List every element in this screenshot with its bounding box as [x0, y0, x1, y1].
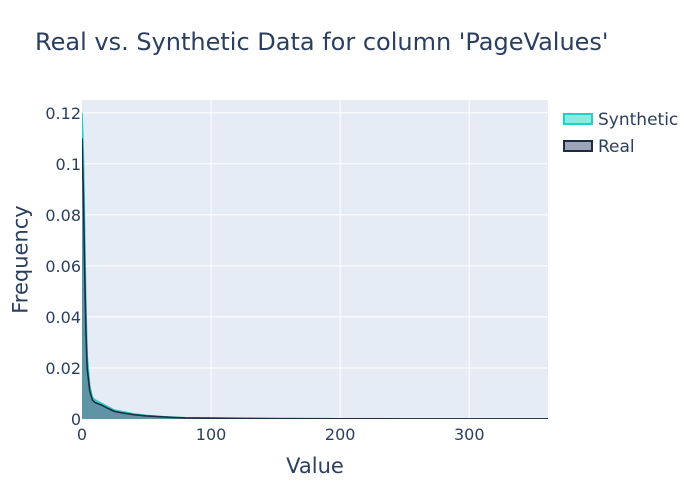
y-tick-label: 0.02 [45, 359, 81, 378]
y-axis-ticks: 0 0.02 0.04 0.06 0.08 0.1 0.12 [45, 104, 81, 429]
plot-area [82, 100, 548, 419]
y-tick-label: 0.1 [56, 155, 81, 174]
chart-title: Real vs. Synthetic Data for column 'Page… [35, 28, 609, 56]
legend-swatch-synthetic [563, 113, 593, 125]
series-line-real [82, 138, 548, 419]
legend-label-real: Real [598, 137, 635, 157]
x-tick-label: 200 [325, 425, 356, 444]
legend-label-synthetic: Synthetic [598, 110, 678, 130]
x-tick-label: 0 [77, 425, 87, 444]
x-axis-label: Value [286, 454, 344, 478]
legend-item-real[interactable]: Real [563, 137, 635, 157]
legend-item-synthetic[interactable]: Synthetic [563, 110, 678, 130]
y-tick-label: 0.12 [45, 104, 81, 123]
x-tick-label: 300 [454, 425, 485, 444]
legend: Synthetic Real [563, 110, 678, 157]
y-axis-label: Frequency [8, 205, 32, 314]
legend-swatch-real [563, 140, 593, 152]
grid-lines [82, 100, 548, 419]
y-tick-label: 0 [71, 410, 81, 429]
y-tick-label: 0.04 [45, 308, 81, 327]
x-tick-label: 100 [196, 425, 227, 444]
series-layer [82, 112, 548, 419]
x-axis-ticks: 0 100 200 300 [77, 425, 485, 444]
y-tick-label: 0.06 [45, 257, 81, 276]
y-tick-label: 0.08 [45, 206, 81, 225]
